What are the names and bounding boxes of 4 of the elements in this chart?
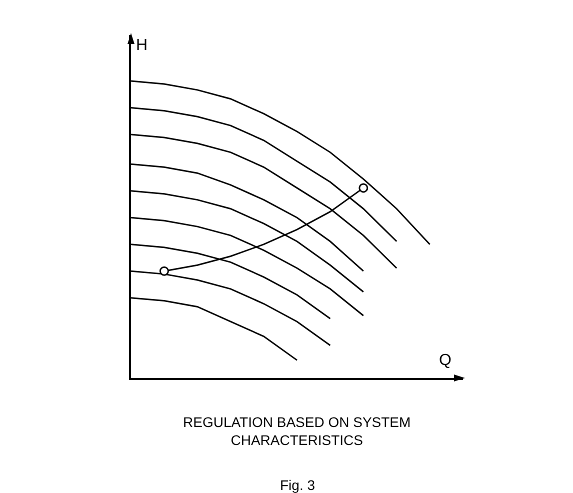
- text: REGULATION BASED ON SYSTEM CHARACTERISTICS: [183, 414, 411, 448]
- x-axis-title: Q: [439, 352, 452, 369]
- caption: Fig. 3: [280, 477, 316, 493]
- y-axis-title: H: [136, 37, 148, 54]
